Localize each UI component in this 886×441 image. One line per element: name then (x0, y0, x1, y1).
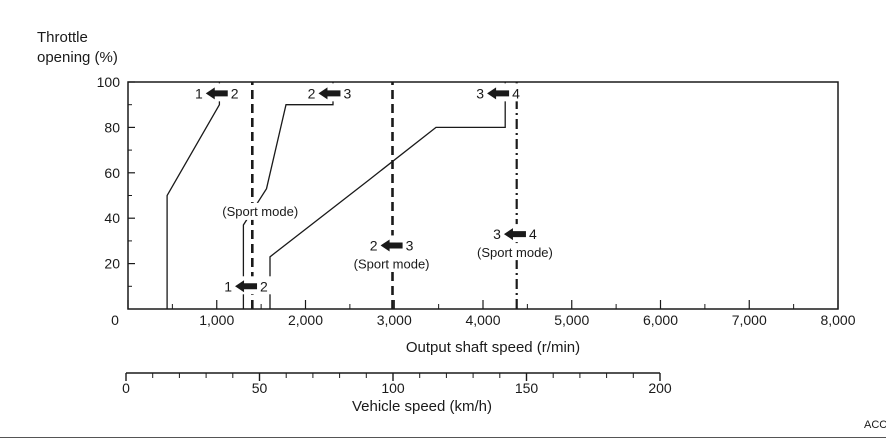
annotation-to-gear: 4 (529, 226, 537, 242)
annotation-from-gear: 2 (308, 85, 316, 101)
annotation-to-gear: 2 (231, 85, 239, 101)
series-line-2 (242, 82, 334, 309)
x-tick-label: 0 (111, 312, 119, 328)
downshift-arrow-icon (318, 87, 341, 100)
annotation-to-gear: 4 (512, 85, 520, 101)
speed-tick-label: 50 (252, 380, 268, 396)
shift-annotation-5: 3 4 (Sport mode) (468, 224, 561, 261)
downshift-arrow-icon (235, 280, 258, 293)
y-axis-label-line-2: opening (%) (37, 49, 118, 66)
figure-code: ACC (864, 419, 886, 431)
downshift-arrow-icon (380, 239, 403, 252)
annotation-mode-backing (345, 254, 438, 272)
y-tick-label: 100 (97, 74, 121, 90)
y-tick-label: 60 (104, 165, 120, 181)
y-axis-label: Throttle opening (%) (37, 28, 118, 68)
annotation-mode-label: (Sport mode) (354, 256, 430, 271)
speed-tick-label: 200 (648, 380, 672, 396)
downshift-arrow-icon (205, 87, 228, 100)
y-tick-label: 40 (104, 210, 120, 226)
speed-tick-label: 150 (515, 380, 539, 396)
plot-frame (127, 81, 839, 310)
annotation-to-gear: 3 (406, 237, 414, 253)
x-tick-label: 7,000 (732, 312, 767, 328)
shift-annotation-4: 2 3 (Sport mode) (345, 235, 438, 272)
x-tick-label: 6,000 (643, 312, 678, 328)
series-layer (166, 82, 518, 309)
downshift-arrow-icon (503, 228, 526, 241)
annotation-from-gear: 1 (224, 278, 232, 294)
y-axis-label-line-1: Throttle (37, 29, 88, 46)
y-tick-label: 80 (104, 119, 120, 135)
axes-layer: 0 1,000 2,000 3,000 4,000 5,000 6,000 7,000 8,00… (97, 74, 856, 356)
annotation-from-gear: 1 (195, 85, 203, 101)
annotation-from-gear: 3 (493, 226, 501, 242)
sport-mode-label-backing (214, 202, 307, 220)
y-tick-label: 20 (104, 256, 120, 272)
series-line-3 (269, 82, 506, 309)
speed-tick-label: 0 (122, 380, 130, 396)
sport-mode-label: (Sport mode) (222, 204, 298, 219)
bottom-rule (0, 437, 886, 438)
x-tick-label: 3,000 (377, 312, 412, 328)
annotation-from-gear: 3 (476, 85, 484, 101)
annotations-layer: 1 2 2 3 3 42 3(Sport mode)3 4(Sport mode)1 2(Spo… (189, 83, 561, 295)
x-tick-label: 5,000 (554, 312, 589, 328)
x-tick-label: 8,000 (820, 312, 855, 328)
x-axis-label: Output shaft speed (r/min) (406, 339, 580, 356)
vehicle-speed-axis: 0 50 100 150 200 Vehicle speed (km/h) (122, 372, 672, 415)
x-tick-label: 1,000 (199, 312, 234, 328)
downshift-arrow-icon (487, 87, 510, 100)
annotation-mode-backing (468, 243, 561, 261)
annotation-to-gear: 2 (260, 278, 268, 294)
annotation-from-gear: 2 (370, 237, 378, 253)
annotation-to-gear: 3 (343, 85, 351, 101)
annotation-mode-label: (Sport mode) (477, 245, 553, 260)
x-tick-label: 4,000 (465, 312, 500, 328)
vehicle-speed-label: Vehicle speed (km/h) (352, 398, 492, 415)
series-line-1 (166, 82, 221, 309)
speed-tick-label: 100 (381, 380, 405, 396)
x-tick-label: 2,000 (288, 312, 323, 328)
